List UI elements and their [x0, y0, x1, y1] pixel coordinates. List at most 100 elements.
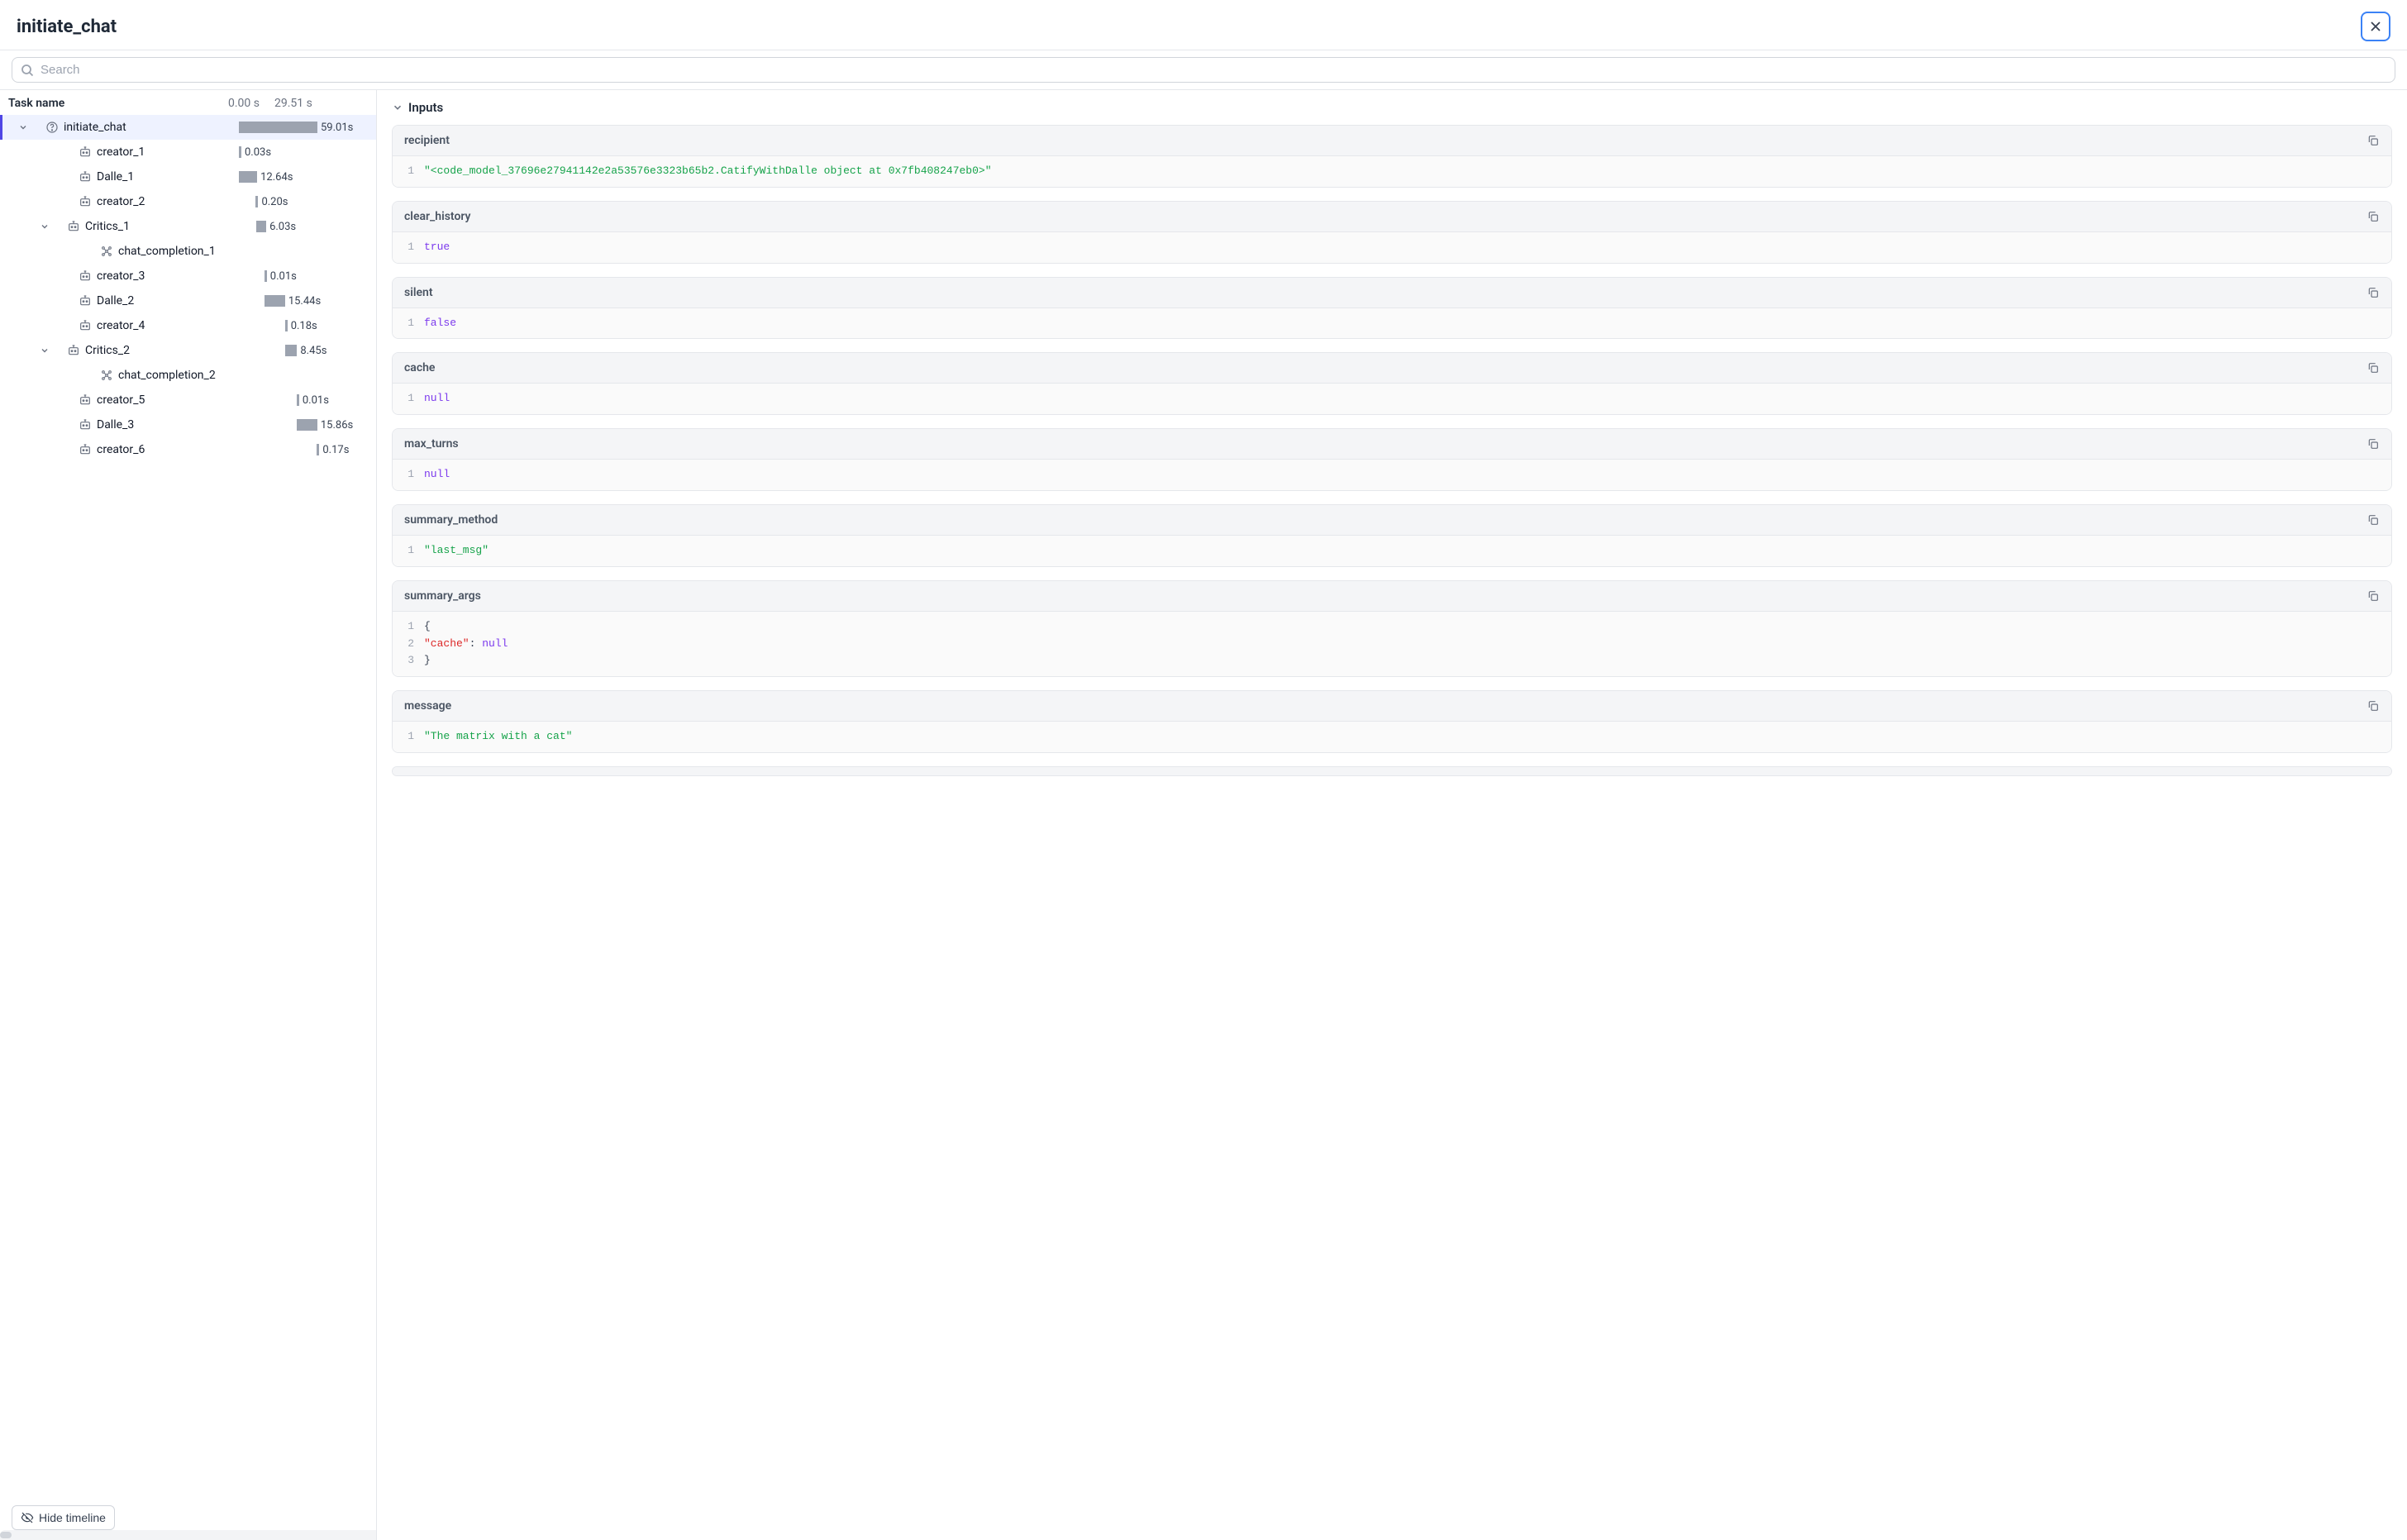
line-number: 1	[404, 315, 414, 332]
line-number: 2	[404, 636, 414, 653]
input-name-label: message	[404, 699, 451, 713]
search-input[interactable]	[41, 63, 2386, 77]
page-title: initiate_chat	[17, 17, 117, 37]
task-row-creator_2[interactable]: creator_20.20s	[0, 189, 376, 214]
task-row-creator_1[interactable]: creator_10.03s	[0, 140, 376, 164]
input-card-silent: silent1false	[392, 277, 2392, 340]
task-row-timeline: 0.03s	[221, 140, 376, 164]
code-line: 1null	[404, 466, 2380, 484]
code-content: "<code_model_37696e27941142e2a53576e3323…	[424, 163, 992, 180]
copy-icon[interactable]	[2366, 210, 2380, 223]
copy-icon[interactable]	[2366, 361, 2380, 374]
details-panel: Inputs recipient1"<code_model_37696e2794…	[377, 90, 2407, 1540]
task-row-chat_completion_2[interactable]: chat_completion_2	[0, 363, 376, 388]
duration-bar	[297, 394, 299, 406]
task-row-Dalle_2[interactable]: Dalle_215.44s	[0, 288, 376, 313]
line-number: 1	[404, 163, 414, 180]
copy-icon[interactable]	[2366, 286, 2380, 299]
task-row-timeline: 0.20s	[221, 189, 376, 214]
agent-icon	[79, 393, 92, 407]
task-name-label: initiate_chat	[64, 121, 126, 134]
task-row-initiate_chat[interactable]: initiate_chat59.01s	[0, 115, 376, 140]
code-content: true	[424, 239, 450, 256]
task-row-timeline: 12.64s	[221, 164, 376, 189]
agent-icon	[79, 145, 92, 159]
input-card-header: summary_args	[393, 581, 2391, 612]
code-content: "cache": null	[424, 636, 508, 653]
duration-bar	[239, 122, 317, 133]
input-card-header: max_turns	[393, 429, 2391, 460]
help-icon	[45, 121, 59, 134]
page-header: initiate_chat	[0, 0, 2407, 50]
task-row-creator_3[interactable]: creator_30.01s	[0, 264, 376, 288]
task-row-label-area: Critics_1	[2, 214, 221, 239]
chevron-down-icon[interactable]	[39, 346, 50, 355]
main-layout: Task name 0.00 s 29.51 s initiate_chat59…	[0, 90, 2407, 1540]
line-number: 1	[404, 728, 414, 746]
code-line: 1"last_msg"	[404, 542, 2380, 560]
duration-bar	[239, 171, 257, 183]
copy-icon[interactable]	[2366, 437, 2380, 451]
code-line: 1 "<code_model_37696e27941142e2a53576e332…	[404, 163, 2380, 180]
input-card-header: summary_method	[393, 505, 2391, 536]
input-card-body: 1{2 "cache": null3}	[393, 612, 2391, 676]
task-name-label: chat_completion_1	[118, 245, 216, 258]
input-card-cache: cache1null	[392, 352, 2392, 415]
close-button[interactable]	[2361, 12, 2390, 41]
duration-label: 6.03s	[269, 221, 296, 233]
task-row-creator_4[interactable]: creator_40.18s	[0, 313, 376, 338]
agent-icon	[79, 418, 92, 431]
task-row-Dalle_3[interactable]: Dalle_315.86s	[0, 412, 376, 437]
task-row-label-area: Critics_2	[2, 338, 221, 363]
input-card-recipient: recipient1"<code_model_37696e27941142e2a…	[392, 125, 2392, 188]
search-bar	[0, 50, 2407, 90]
code-line: 3}	[404, 652, 2380, 670]
duration-bar	[285, 345, 297, 356]
agent-icon	[79, 319, 92, 332]
task-row-label-area: Dalle_3	[2, 412, 221, 437]
line-number: 1	[404, 466, 414, 484]
code-line: 2 "cache": null	[404, 636, 2380, 653]
task-name-label: Critics_2	[85, 344, 130, 357]
inputs-section-header[interactable]: Inputs	[392, 100, 2392, 115]
task-row-timeline: 0.17s	[221, 437, 376, 462]
agent-icon	[79, 170, 92, 184]
duration-bar	[255, 196, 258, 207]
task-name-label: creator_3	[97, 269, 145, 283]
agent-icon	[79, 443, 92, 456]
search-field-wrap[interactable]	[12, 57, 2395, 83]
task-row-Critics_2[interactable]: Critics_28.45s	[0, 338, 376, 363]
task-row-creator_5[interactable]: creator_50.01s	[0, 388, 376, 412]
copy-icon[interactable]	[2366, 134, 2380, 147]
task-row-Critics_1[interactable]: Critics_1 6.03s	[0, 214, 376, 239]
scrollbar-thumb[interactable]	[0, 1532, 12, 1538]
task-row-label-area: chat_completion_2	[2, 363, 221, 388]
task-name-label: Dalle_3	[97, 418, 134, 431]
task-name-label: creator_6	[97, 443, 145, 456]
copy-icon[interactable]	[2366, 699, 2380, 713]
copy-icon[interactable]	[2366, 513, 2380, 527]
agent-icon	[79, 269, 92, 283]
input-card-header: silent	[393, 278, 2391, 308]
copy-icon[interactable]	[2366, 589, 2380, 603]
task-row-creator_6[interactable]: creator_6 0.17s	[0, 437, 376, 462]
code-content: }	[424, 652, 431, 670]
task-row-label-area: initiate_chat	[2, 115, 221, 140]
chevron-down-icon[interactable]	[17, 122, 29, 132]
task-row-timeline: 0.01s	[221, 388, 376, 412]
search-icon	[21, 64, 34, 77]
duration-bar	[256, 221, 266, 232]
task-row-chat_completion_1[interactable]: chat_completion_1	[0, 239, 376, 264]
line-number: 1	[404, 239, 414, 256]
input-cards-list: recipient1"<code_model_37696e27941142e2a…	[392, 125, 2392, 776]
chevron-down-icon[interactable]	[39, 222, 50, 231]
task-row-timeline: 15.44s	[221, 288, 376, 313]
hide-timeline-label: Hide timeline	[39, 1511, 106, 1524]
task-row-Dalle_1[interactable]: Dalle_112.64s	[0, 164, 376, 189]
input-name-label: cache	[404, 361, 435, 374]
input-card-summary_args: summary_args1{2 "cache": null3}	[392, 580, 2392, 677]
hide-timeline-button[interactable]: Hide timeline	[12, 1505, 115, 1530]
horizontal-scrollbar[interactable]	[0, 1530, 376, 1540]
task-row-label-area: creator_6	[2, 437, 221, 462]
agent-icon	[67, 220, 80, 233]
